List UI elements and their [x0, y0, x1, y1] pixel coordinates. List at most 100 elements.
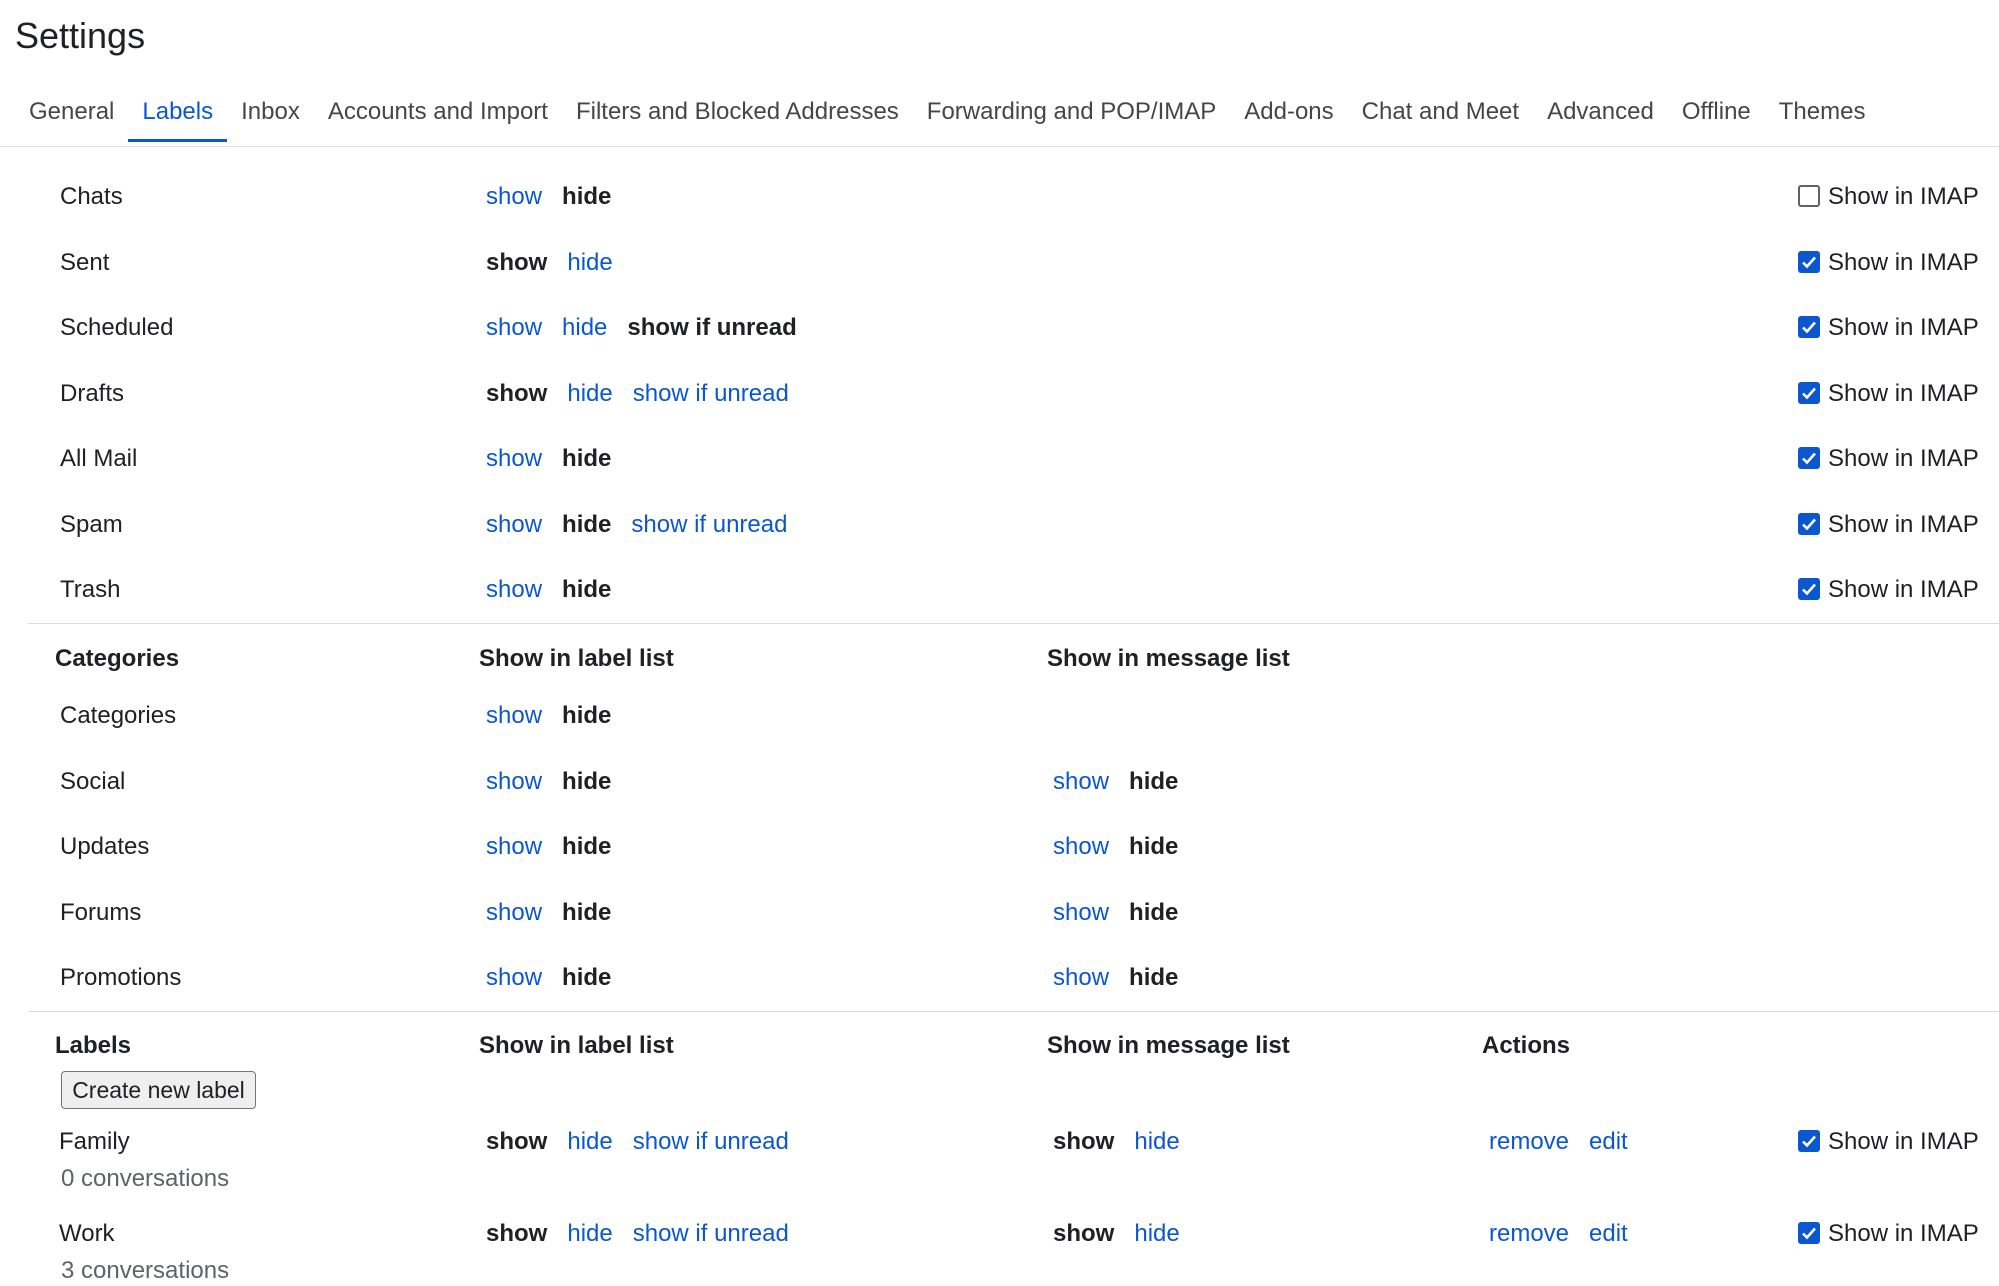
option-selected: show [486, 248, 548, 276]
check-icon [1802, 321, 1816, 334]
option-link[interactable]: show [486, 964, 543, 991]
imap-label: Show in IMAP [1828, 379, 1979, 407]
imap-label: Show in IMAP [1828, 510, 1979, 538]
category-name: Social [60, 767, 126, 795]
option-group: show hide [486, 182, 611, 212]
option-link[interactable]: show [486, 767, 543, 795]
label-name: Spam [60, 510, 123, 538]
tab[interactable]: Labels [128, 95, 228, 142]
option-link[interactable]: show [486, 183, 543, 210]
option-selected: show [486, 379, 548, 407]
category-name: Promotions [60, 964, 182, 991]
tab[interactable]: Chat and Meet [1361, 98, 1520, 125]
label-name: Sent [60, 248, 110, 276]
imap-checkbox[interactable] [1798, 512, 1820, 535]
option-link[interactable]: show [486, 833, 543, 860]
imap-label: Show in IMAP [1828, 1220, 1979, 1247]
option-link[interactable]: hide [567, 1128, 613, 1155]
option-link[interactable]: show [486, 576, 543, 603]
option-group: show hide [1053, 767, 1178, 797]
option-link[interactable]: show [486, 702, 543, 729]
option-link[interactable]: show [486, 510, 543, 538]
imap-checkbox[interactable] [1798, 578, 1820, 600]
option-link[interactable]: show if unread [632, 379, 789, 407]
option-selected: hide [562, 510, 612, 538]
label-name: Chats [60, 183, 123, 210]
option-selected: show [486, 1128, 548, 1155]
tab[interactable]: Themes [1778, 98, 1866, 125]
imap-checkbox[interactable] [1798, 316, 1820, 338]
tab[interactable]: Add-ons [1244, 98, 1334, 125]
option-link[interactable]: hide [567, 379, 613, 407]
actions: remove edit [1489, 1219, 1628, 1249]
category-name: Categories [60, 702, 177, 729]
imap-checkbox[interactable] [1798, 185, 1820, 207]
action-link[interactable]: edit [1589, 1128, 1628, 1155]
imap-checkbox[interactable] [1798, 250, 1820, 273]
category-name: Updates [60, 833, 150, 860]
label-name: Work [59, 1220, 115, 1247]
option-link[interactable]: show [486, 445, 543, 472]
action-link[interactable]: remove [1489, 1128, 1570, 1155]
option-link[interactable]: show [1053, 964, 1110, 991]
column-header: Actions [1482, 1032, 1571, 1059]
column-header: Labels [55, 1032, 132, 1059]
column-header: Show in message list [1047, 645, 1290, 672]
check-icon [1802, 1135, 1816, 1148]
tab[interactable]: Advanced [1547, 98, 1654, 125]
tab[interactable]: Accounts and Import [327, 98, 548, 125]
tab[interactable]: Filters and Blocked Addresses [575, 98, 899, 125]
option-selected: hide [562, 964, 612, 991]
create-label-button[interactable]: Create new label [61, 1071, 256, 1109]
option-link[interactable]: show [486, 898, 543, 926]
tab[interactable]: Forwarding and POP/IMAP [926, 98, 1217, 125]
action-link[interactable]: edit [1589, 1220, 1628, 1247]
option-link[interactable]: hide [1134, 1220, 1180, 1247]
page-title: Settings [15, 15, 146, 56]
option-link[interactable]: show [486, 314, 543, 341]
option-link[interactable]: show [1053, 767, 1110, 795]
option-selected: show [1053, 1128, 1115, 1155]
conversation-count: 3 conversations [61, 1257, 230, 1284]
tab[interactable]: Offline [1681, 98, 1751, 125]
option-group: show hide show if unread [486, 379, 789, 409]
option-group: show hide [1053, 1219, 1180, 1249]
column-header: Show in message list [1047, 1032, 1290, 1059]
column-header: Show in label list [479, 645, 674, 672]
option-link[interactable]: show if unread [632, 1220, 789, 1247]
imap-checkbox[interactable] [1798, 381, 1820, 404]
option-selected: hide [562, 445, 612, 472]
imap-label: Show in IMAP [1828, 1128, 1979, 1155]
option-selected: hide [1129, 767, 1179, 795]
option-link[interactable]: show if unread [631, 510, 788, 538]
option-link[interactable]: hide [567, 1220, 613, 1247]
option-group: show hide [486, 575, 611, 605]
tab[interactable]: Inbox [241, 98, 300, 125]
tab-border [0, 146, 1999, 147]
option-link[interactable]: hide [1134, 1128, 1180, 1155]
option-selected: show if unread [627, 314, 797, 341]
option-group: show hide [486, 898, 611, 928]
action-link[interactable]: remove [1489, 1220, 1570, 1247]
option-group: show hide [486, 963, 611, 993]
option-group: show hide show if unread [486, 510, 787, 540]
tab[interactable]: General [29, 98, 115, 125]
option-selected: hide [562, 702, 612, 729]
option-link[interactable]: show if unread [632, 1128, 789, 1155]
option-group: show hide [1053, 898, 1178, 928]
option-link[interactable]: hide [562, 314, 608, 341]
imap-checkbox[interactable] [1798, 1222, 1820, 1244]
option-link[interactable]: show [1053, 833, 1110, 860]
check-icon [1802, 583, 1816, 596]
section-divider [28, 1011, 1999, 1012]
category-name: Forums [60, 898, 142, 926]
label-name: Trash [60, 576, 121, 603]
imap-checkbox[interactable] [1798, 1130, 1820, 1152]
option-group: show hide show if unread [486, 313, 797, 343]
option-link[interactable]: hide [567, 248, 613, 276]
check-icon [1802, 518, 1816, 530]
imap-checkbox[interactable] [1798, 447, 1820, 469]
conversation-count: 0 conversations [61, 1165, 230, 1192]
option-link[interactable]: show [1053, 898, 1110, 926]
